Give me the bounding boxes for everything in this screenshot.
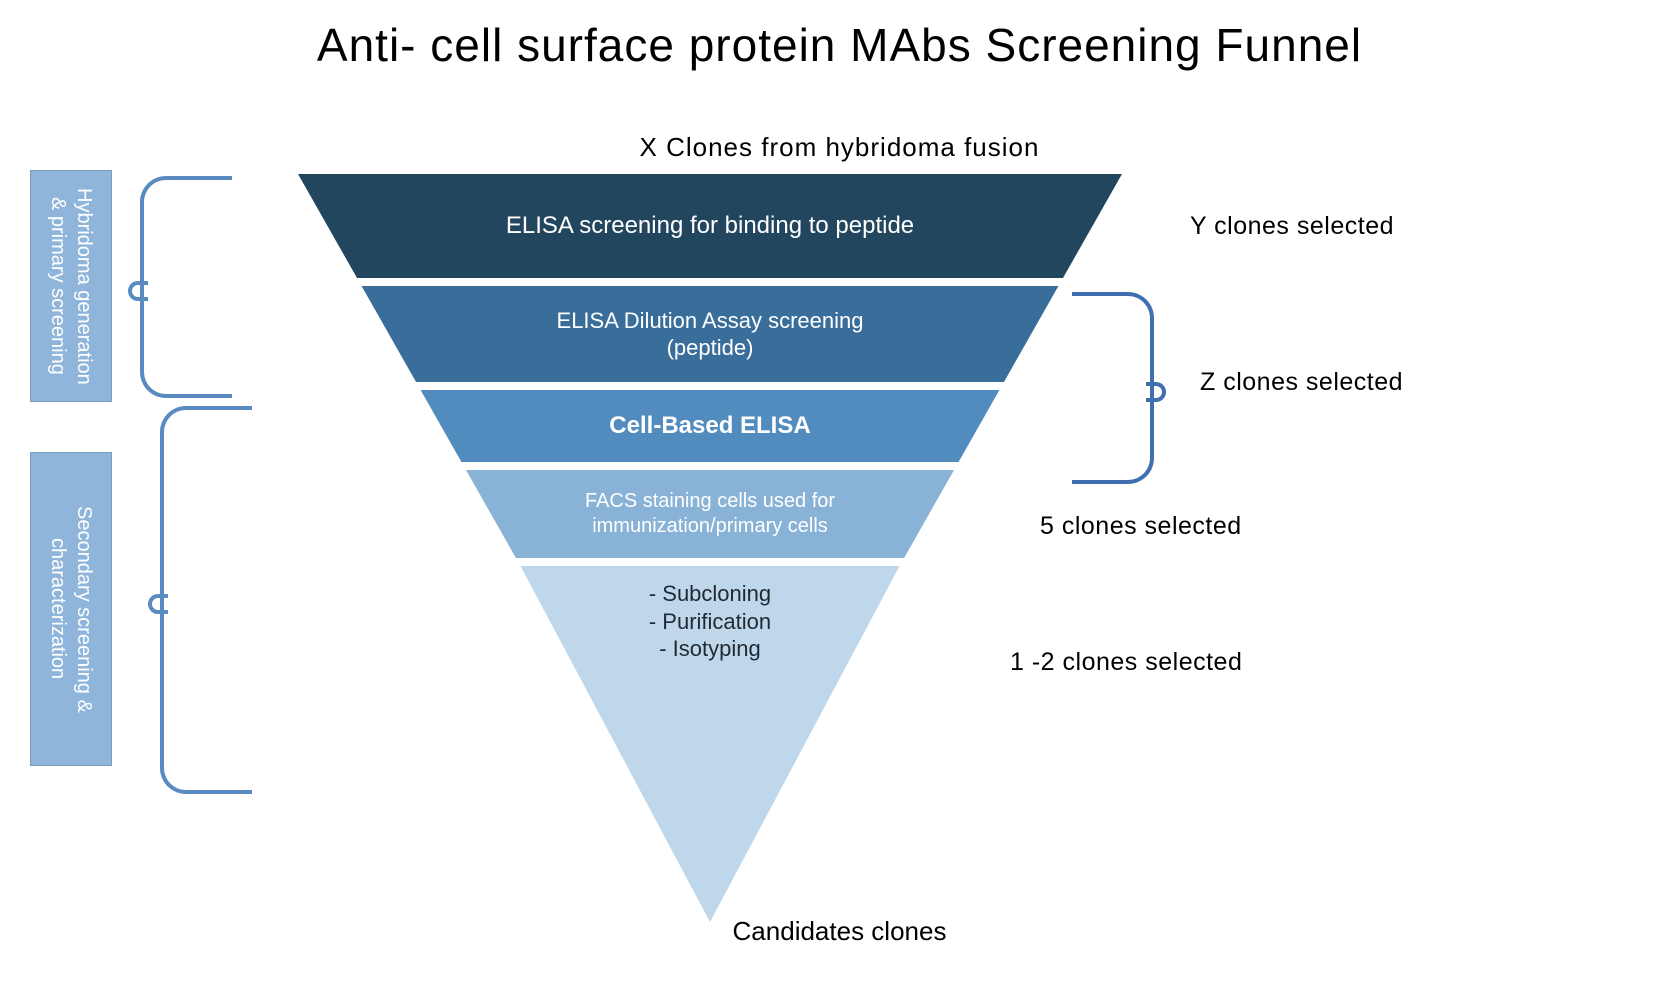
page-title: Anti- cell surface protein MAbs Screenin… [0, 18, 1679, 72]
phase-pill-1: Secondary screening & characterization [30, 452, 112, 766]
phase-pill-label: Hybridoma generation & primary screening [45, 171, 97, 401]
phase-pill-0: Hybridoma generation & primary screening [30, 170, 112, 402]
phase-pill-label: Secondary screening & characterization [45, 453, 97, 765]
funnel-layer-3: FACS staining cells used forimmunization… [466, 470, 954, 558]
funnel-top-label: X Clones from hybridoma fusion [0, 132, 1679, 163]
funnel-layer-label: Cell-Based ELISA [609, 411, 810, 441]
diagram-stage: Anti- cell surface protein MAbs Screenin… [0, 0, 1679, 1000]
right-brace [1090, 292, 1154, 484]
selection-note-2: 5 clones selected [1040, 512, 1242, 541]
funnel-layer-label: ELISA screening for binding to peptide [506, 211, 914, 241]
funnel-layer-label: - Subcloning- Purification- Isotyping [649, 580, 771, 663]
selection-note-3: 1 -2 clones selected [1010, 648, 1242, 677]
funnel-layer-1: ELISA Dilution Assay screening(peptide) [362, 286, 1059, 382]
selection-note-0: Y clones selected [1190, 212, 1394, 241]
funnel-layer-label: ELISA Dilution Assay screening(peptide) [557, 307, 864, 362]
funnel-bottom-label: Candidates clones [0, 916, 1679, 947]
funnel-layer-2: Cell-Based ELISA [421, 390, 1000, 462]
left-brace-0 [140, 176, 214, 398]
left-brace-1 [160, 406, 234, 794]
funnel-layer-label: FACS staining cells used forimmunization… [585, 489, 835, 539]
funnel-layer-0: ELISA screening for binding to peptide [298, 174, 1122, 278]
funnel-layer-4: - Subcloning- Purification- Isotyping [520, 566, 899, 922]
selection-note-1: Z clones selected [1200, 368, 1403, 397]
